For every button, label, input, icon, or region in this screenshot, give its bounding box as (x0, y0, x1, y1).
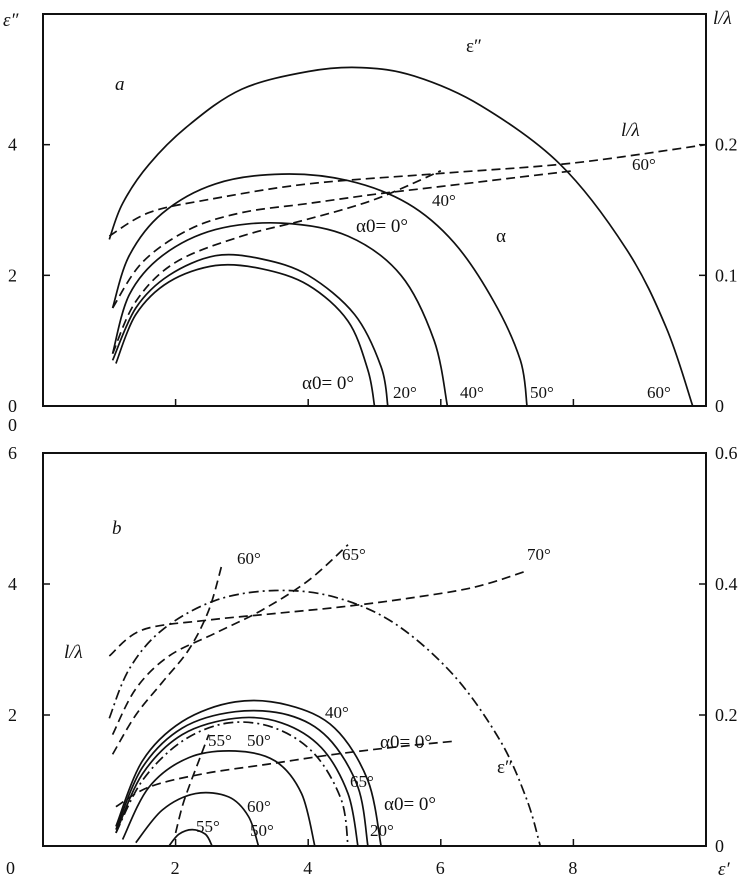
x-tick-label: 6 (436, 858, 445, 878)
series-a-4 (115, 263, 376, 407)
left-tick-label: 0 (8, 396, 17, 416)
x-tick-label: 4 (303, 858, 312, 878)
series-b-9 (121, 750, 316, 847)
series-a-2 (111, 222, 449, 407)
series-b-3 (111, 564, 223, 755)
series-a-3 (111, 253, 389, 407)
label-a-40: 40° (432, 191, 456, 210)
panel-a-right-axis-label: l/λ (713, 8, 732, 29)
right-tick-label: 0.2 (715, 135, 738, 155)
series-b-1 (108, 570, 528, 657)
series-a-5 (108, 143, 707, 237)
label-b-50b: 50° (250, 821, 274, 840)
right-tick-label: 0.4 (715, 574, 738, 594)
right-tick-label: 0 (715, 396, 724, 416)
x-tick-label: 0 (6, 858, 15, 878)
label-b-65b: 65° (350, 772, 374, 791)
series-b-11 (168, 828, 213, 847)
series-a-7 (111, 170, 442, 355)
left-tick-label: 4 (8, 135, 17, 155)
series-b-8 (115, 721, 349, 847)
panel-b-label: b (112, 518, 122, 539)
series-b-7 (115, 716, 359, 847)
label-a-x60: 60° (647, 383, 671, 402)
panel-b: 2 4 6 0 0.2 0.4 0.6 0 2 4 6 8 b ε′ l/λ ε″ 60° 65° 7… (6, 443, 738, 879)
series-b-5 (115, 699, 382, 847)
label-b-50a: 50° (247, 731, 271, 750)
x-axis-label: ε′ (718, 859, 730, 879)
label-b-60: 60° (237, 549, 261, 568)
label-a-alpha: α (496, 226, 506, 247)
left-tick-label: 2 (8, 705, 17, 725)
label-b-alpha0-bottom: α0= 0° (384, 794, 436, 815)
label-b-55b: 55° (196, 817, 220, 836)
series-b-2 (111, 544, 349, 735)
label-b-eps: ε″ (497, 757, 513, 778)
left-tick-label: 4 (8, 574, 17, 594)
label-a-x40: 40° (460, 383, 484, 402)
label-b-55a: 55° (208, 731, 232, 750)
panel-b-frame (42, 452, 707, 847)
panel-a-label: a (115, 74, 125, 95)
series-b-6 (115, 709, 369, 847)
series-b-12 (174, 734, 210, 834)
panel-a: 0 2 4 0 0.1 0.2 0 ε″ l/λ a ε″ l/λ 60° 40° α0= … (3, 8, 738, 435)
series-a-0 (108, 66, 694, 407)
label-a-60: 60° (632, 155, 656, 174)
series-a-1 (111, 173, 528, 407)
label-b-65: 65° (342, 545, 366, 564)
label-a-eps: ε″ (466, 36, 482, 57)
right-tick-label: 0.6 (715, 443, 738, 463)
right-tick-label: 0.1 (715, 265, 738, 285)
x-tick-label: 2 (171, 858, 180, 878)
label-b-ll: l/λ (64, 642, 83, 663)
series-b-10 (135, 791, 260, 847)
x-tick-label: 8 (568, 858, 577, 878)
panel-a-left-axis-label: ε″ (3, 10, 19, 31)
label-b-60b: 60° (247, 797, 271, 816)
label-a-alpha0: α0= 0° (356, 216, 408, 237)
label-b-70: 70° (527, 545, 551, 564)
panel-a-frame (42, 13, 707, 407)
left-tick-label: 6 (8, 443, 17, 463)
label-b-40: 40° (325, 703, 349, 722)
label-b-20: 20° (370, 821, 394, 840)
series-a-6 (111, 169, 574, 309)
right-tick-label: 0 (715, 836, 724, 856)
left-tick-label: 0 (8, 415, 17, 435)
label-b-alpha0-top: α0= 0° (380, 732, 432, 753)
left-tick-label: 2 (8, 265, 17, 285)
label-a-x0: α0= 0° (302, 373, 354, 394)
label-a-ll: l/λ (621, 120, 640, 141)
label-a-x20: 20° (393, 383, 417, 402)
right-tick-label: 0.2 (715, 705, 738, 725)
label-a-x50: 50° (530, 383, 554, 402)
series-b-4 (115, 740, 455, 808)
